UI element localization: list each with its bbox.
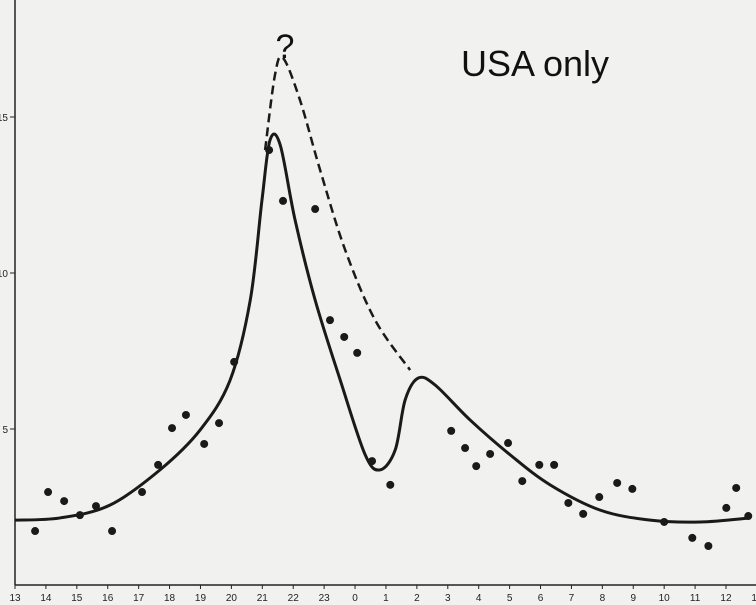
data-point (168, 424, 177, 433)
data-point (447, 426, 456, 435)
data-point (138, 488, 147, 497)
data-point (660, 517, 669, 526)
data-point (230, 357, 239, 366)
y-tick-label: 5 (2, 425, 8, 436)
data-point (31, 527, 40, 536)
x-tick-label: 10 (659, 593, 671, 604)
x-tick-label: 3 (445, 593, 451, 604)
data-point (108, 527, 117, 536)
data-point (181, 410, 190, 419)
x-tick-label: 5 (507, 593, 513, 604)
data-point (518, 477, 527, 486)
data-point (564, 498, 573, 507)
x-tick-label: 9 (630, 593, 636, 604)
x-tick-label: 8 (600, 593, 606, 604)
x-tick-label: 20 (226, 593, 238, 604)
x-tick-label: 7 (569, 593, 575, 604)
data-point (60, 497, 69, 506)
curve (263, 55, 412, 371)
x-tick-label: 18 (164, 593, 176, 604)
data-point (279, 196, 288, 205)
data-point (535, 460, 544, 469)
x-tick-label: 14 (40, 593, 52, 604)
data-point (504, 439, 513, 448)
x-tick-label: 22 (288, 593, 300, 604)
x-tick-label: 13 (751, 593, 756, 604)
data-point (265, 146, 274, 155)
data-point (579, 509, 588, 518)
x-tick-label: 6 (538, 593, 544, 604)
data-point (200, 439, 209, 448)
data-point (311, 205, 320, 214)
data-point (386, 480, 395, 489)
x-tick-label: 19 (195, 593, 207, 604)
annotation: USA only (461, 43, 609, 84)
curve (14, 132, 751, 524)
data-point (688, 533, 697, 542)
x-tick-label: 21 (257, 593, 269, 604)
data-point (215, 419, 224, 428)
data-point (744, 512, 753, 521)
data-point (732, 483, 741, 492)
x-tick-label: 13 (9, 593, 21, 604)
data-point (75, 511, 84, 520)
data-point (44, 488, 53, 497)
x-tick-label: 16 (102, 593, 114, 604)
y-tick-label: 10 (0, 269, 8, 280)
x-tick-label: 23 (319, 593, 331, 604)
data-point (91, 502, 100, 511)
data-point (550, 460, 559, 469)
annotation: ? (276, 28, 295, 66)
x-tick-label: 12 (720, 593, 732, 604)
x-tick-label: 15 (71, 593, 83, 604)
x-tick-label: 17 (133, 593, 145, 604)
data-point (628, 484, 637, 493)
x-tick-label: 0 (352, 593, 358, 604)
data-point (368, 457, 377, 466)
data-point (461, 444, 470, 453)
data-point (595, 493, 604, 502)
data-point (486, 449, 495, 458)
x-tick-label: 4 (476, 593, 482, 604)
data-point (472, 462, 481, 471)
data-point (353, 348, 362, 357)
x-tick-label: 1 (383, 593, 389, 604)
data-point (613, 478, 622, 487)
x-tick-label: 11 (690, 593, 701, 604)
data-point (704, 542, 713, 550)
y-tick-label: 15 (0, 113, 8, 124)
data-point (326, 316, 335, 325)
data-point (340, 332, 349, 341)
data-point (722, 503, 731, 512)
data-point (154, 460, 163, 469)
x-tick-label: 2 (414, 593, 420, 604)
